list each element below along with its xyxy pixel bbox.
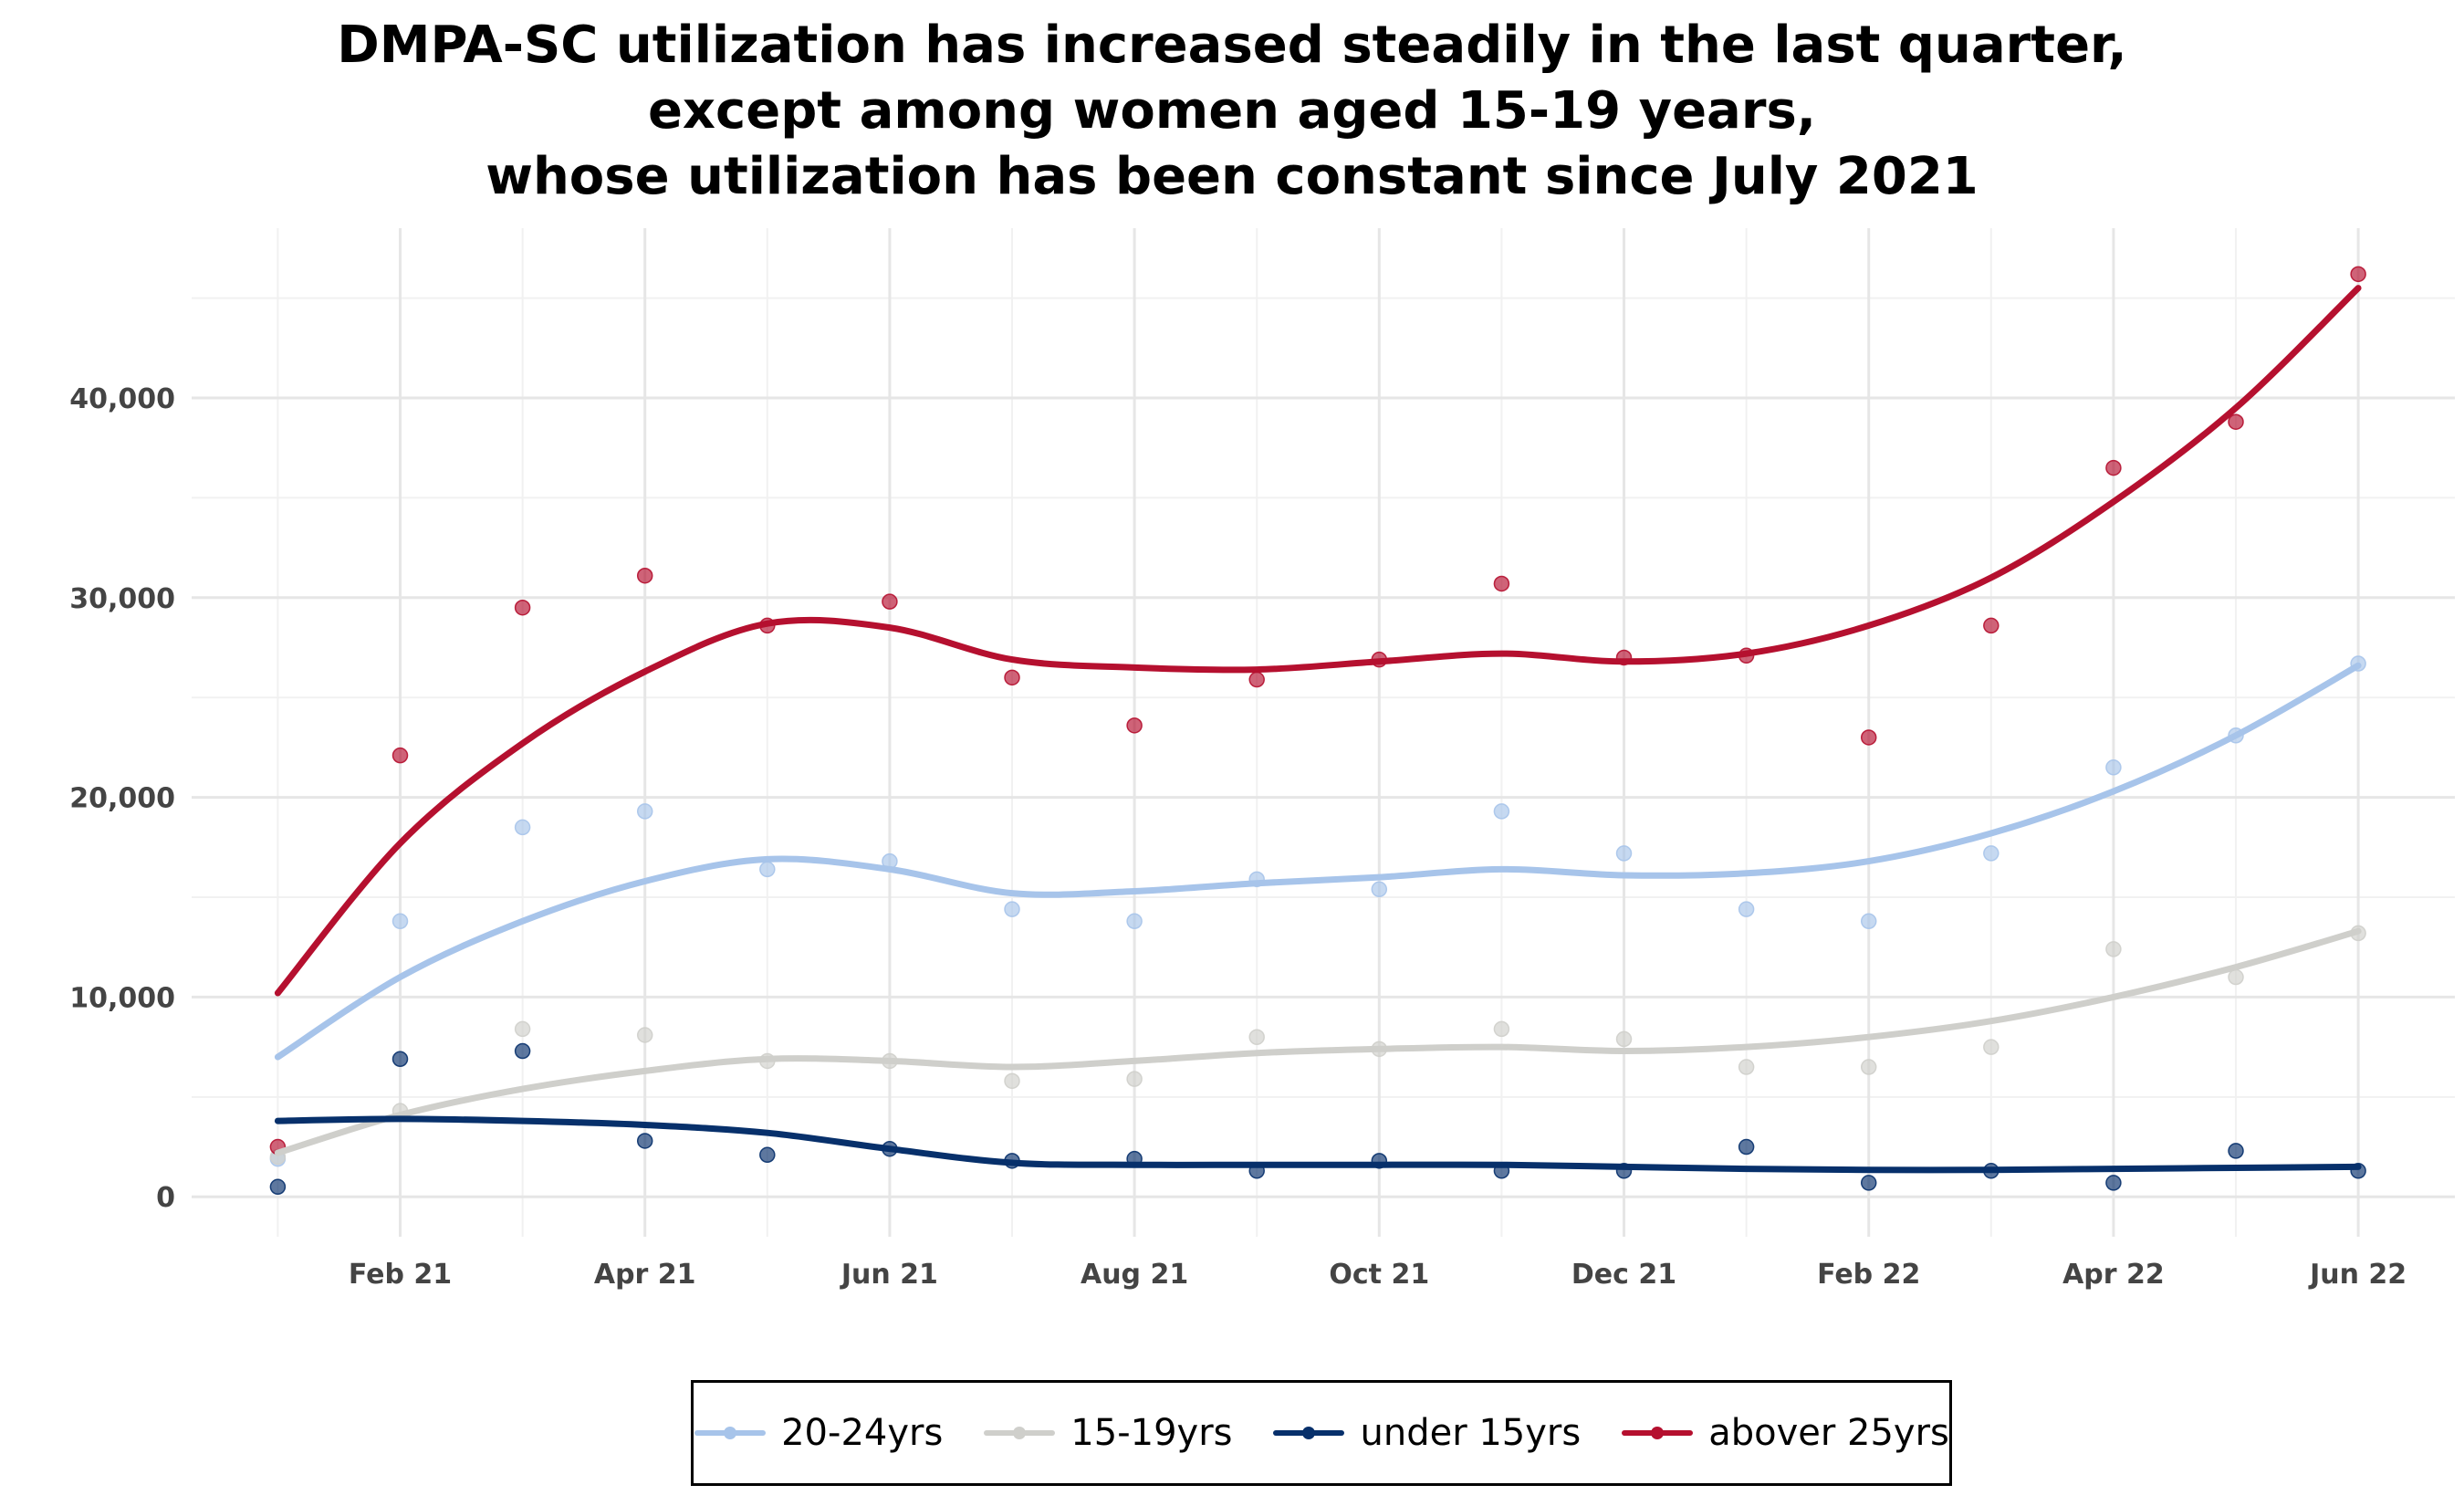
trend-lines xyxy=(274,285,2362,1174)
point-20-24yrs xyxy=(1738,901,1755,917)
x-tick-label: Aug 21 xyxy=(1081,1259,1188,1291)
point-15-19yrs xyxy=(636,1027,653,1043)
legend-item-above-25yrs[interactable]: abover 25yrs xyxy=(1621,1412,1949,1454)
point-under-15yrs xyxy=(514,1042,531,1060)
y-tick-label: 20,000 xyxy=(69,783,175,815)
legend-label-15-19yrs: 15-19yrs xyxy=(1070,1412,1233,1454)
legend-item-20-24yrs[interactable]: 20-24yrs xyxy=(694,1412,943,1454)
point-15-19yrs xyxy=(2105,941,2122,957)
legend-label-under-15yrs: under 15yrs xyxy=(1360,1412,1582,1454)
point-above-25yrs xyxy=(1004,669,1020,686)
trend-line-15-19yrs xyxy=(274,927,2362,1156)
point-20-24yrs xyxy=(759,861,776,878)
point-above-25yrs xyxy=(1983,617,1999,634)
x-tick-label: Oct 21 xyxy=(1329,1259,1429,1291)
point-20-24yrs xyxy=(1615,845,1633,862)
legend-label-above-25yrs: abover 25yrs xyxy=(1708,1412,1949,1454)
point-20-24yrs xyxy=(1860,913,1877,930)
legend-dot-under-15yrs xyxy=(1302,1427,1316,1439)
point-above-25yrs xyxy=(514,599,531,616)
point-20-24yrs xyxy=(1126,913,1143,930)
y-tick-label: 10,000 xyxy=(69,982,175,1014)
point-above-25yrs xyxy=(882,593,898,610)
x-tick-label: Feb 21 xyxy=(349,1259,452,1291)
point-15-19yrs xyxy=(1248,1029,1265,1045)
point-15-19yrs xyxy=(1615,1030,1633,1048)
legend-dot-20-24yrs xyxy=(724,1427,737,1439)
point-above-25yrs xyxy=(392,747,409,764)
point-15-19yrs xyxy=(1983,1039,1999,1055)
point-15-19yrs xyxy=(1004,1072,1020,1090)
legend-item-15-19yrs[interactable]: 15-19yrs xyxy=(983,1412,1232,1454)
x-tick-label: Feb 22 xyxy=(1817,1259,1920,1291)
y-tick-label: 30,000 xyxy=(69,583,175,615)
data-points xyxy=(269,266,2366,1196)
x-tick-label: Jun 21 xyxy=(840,1259,938,1291)
point-above-25yrs xyxy=(2350,266,2366,283)
point-above-25yrs xyxy=(1860,729,1877,746)
legend: 20-24yrs 15-19yrs under 15yrs abover 25y… xyxy=(691,1380,1952,1486)
legend-key-above-25yrs xyxy=(1622,1427,1694,1439)
grid-layer xyxy=(192,228,2455,1237)
legend-dot-15-19yrs xyxy=(1013,1427,1027,1439)
point-above-25yrs xyxy=(636,567,653,584)
legend-item-under-15yrs[interactable]: under 15yrs xyxy=(1272,1412,1581,1454)
trend-line-above-25yrs xyxy=(274,285,2362,997)
point-20-24yrs xyxy=(392,913,409,930)
point-above-25yrs xyxy=(1248,671,1265,688)
legend-key-20-24yrs xyxy=(694,1427,767,1439)
x-tick-label: Jun 22 xyxy=(2308,1259,2407,1291)
point-20-24yrs xyxy=(514,819,531,836)
legend-key-under-15yrs xyxy=(1273,1427,1345,1439)
point-above-25yrs xyxy=(1126,717,1143,734)
point-20-24yrs xyxy=(1983,845,1999,862)
point-under-15yrs xyxy=(2228,1143,2244,1159)
point-15-19yrs xyxy=(2228,968,2244,986)
point-above-25yrs xyxy=(2228,413,2244,430)
trend-line-20-24yrs xyxy=(274,662,2362,1061)
y-tick-label: 40,000 xyxy=(69,383,175,415)
x-axis-ticks: Feb 21 Apr 21 Jun 21 Aug 21 Oct 21 Dec 21 Feb … xyxy=(349,1259,2407,1291)
point-15-19yrs xyxy=(1738,1059,1755,1075)
x-tick-label: Dec 21 xyxy=(1571,1259,1676,1291)
point-15-19yrs xyxy=(1860,1059,1877,1075)
point-under-15yrs xyxy=(636,1133,653,1149)
point-20-24yrs xyxy=(636,803,653,820)
y-tick-label: 0 xyxy=(156,1182,175,1214)
chart-title-line-2: except among women aged 15-19 years, xyxy=(647,81,1817,141)
point-under-15yrs xyxy=(1860,1175,1877,1191)
point-under-15yrs xyxy=(269,1178,287,1196)
point-under-15yrs xyxy=(1738,1138,1755,1156)
chart-title: DMPA-SC utilization has increased steadi… xyxy=(0,13,2464,210)
point-under-15yrs xyxy=(759,1146,776,1164)
x-tick-label: Apr 22 xyxy=(2062,1259,2165,1291)
legend-key-15-19yrs xyxy=(984,1427,1056,1439)
trend-line-under-15yrs xyxy=(274,1115,2362,1174)
point-under-15yrs xyxy=(392,1051,409,1068)
point-under-15yrs xyxy=(2105,1175,2122,1191)
point-above-25yrs xyxy=(1493,575,1510,592)
legend-dot-above-25yrs xyxy=(1651,1427,1665,1439)
point-15-19yrs xyxy=(1493,1020,1510,1038)
x-tick-label: Apr 21 xyxy=(594,1259,696,1291)
chart-title-line-3: whose utilization has been constant sinc… xyxy=(485,147,1979,206)
legend-label-20-24yrs: 20-24yrs xyxy=(781,1412,944,1454)
point-above-25yrs xyxy=(2105,459,2122,476)
plot-area: 0 10,000 20,000 30,000 40,000 Feb 21 Apr 21 Ju… xyxy=(69,228,2455,1291)
point-20-24yrs xyxy=(1493,803,1510,820)
point-15-19yrs xyxy=(514,1020,531,1038)
point-15-19yrs xyxy=(1126,1071,1143,1087)
point-20-24yrs xyxy=(1371,881,1388,898)
point-20-24yrs xyxy=(1004,901,1020,917)
chart-title-line-1: DMPA-SC utilization has increased steadi… xyxy=(337,16,2127,75)
point-20-24yrs xyxy=(2105,759,2122,776)
y-axis-ticks: 0 10,000 20,000 30,000 40,000 xyxy=(69,383,175,1214)
